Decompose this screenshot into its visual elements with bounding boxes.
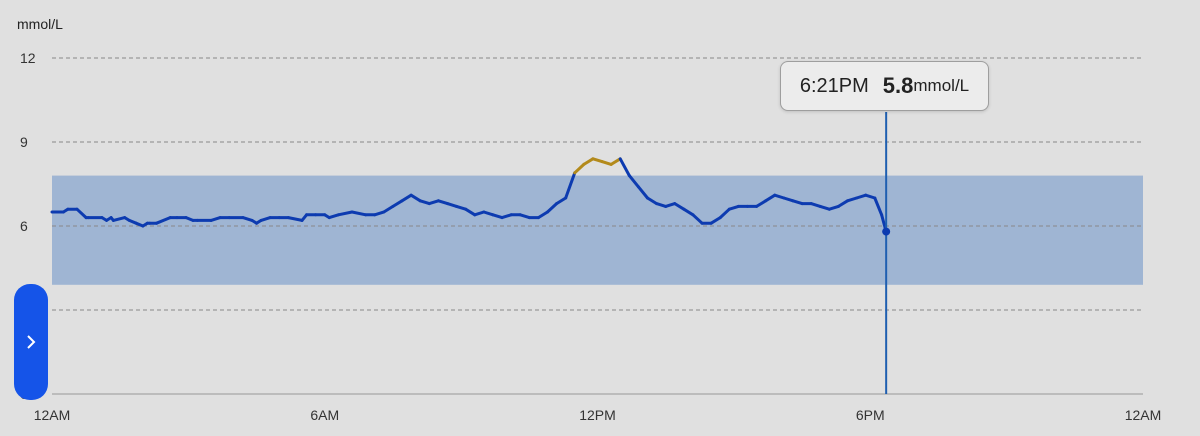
glucose-line-segment	[409, 193, 422, 203]
y-tick-label-9: 9	[20, 134, 28, 150]
glucose-line-segment	[400, 193, 413, 203]
glucose-line-segment	[655, 202, 668, 208]
glucose-line-segment	[536, 210, 549, 220]
glucose-line-segment	[836, 199, 850, 208]
glucose-line-segment	[782, 196, 795, 203]
glucose-line-segment	[682, 207, 695, 217]
glucose-line-segment	[155, 216, 172, 225]
glucose-line-segment	[445, 202, 459, 208]
glucose-line-segment	[111, 216, 127, 222]
tooltip-time: 6:21PM	[799, 74, 869, 97]
glucose-line-segment	[627, 174, 640, 189]
glucose-line-segment	[855, 193, 868, 200]
glucose-line-segment	[350, 210, 368, 217]
glucose-line-segment	[718, 207, 731, 220]
glucose-line-segment	[491, 213, 504, 220]
glucose-line-segment	[864, 193, 877, 200]
glucose-line-segment	[646, 196, 659, 206]
glucose-line-segment	[436, 199, 449, 206]
glucose-line-segment	[455, 204, 468, 211]
x-tick-label-4: 12AM	[1125, 407, 1162, 423]
glucose-line-segment	[591, 157, 604, 164]
glucose-line-segment	[618, 157, 631, 178]
x-tick-label-1: 6AM	[310, 407, 339, 423]
x-tick-label-3: 6PM	[856, 407, 885, 423]
x-tick-label-0: 12AM	[34, 407, 71, 423]
y-tick-label-6: 6	[20, 218, 28, 234]
tooltip-value: 5.8	[882, 73, 914, 98]
glucose-line-segment	[564, 171, 577, 200]
glucose-line-segment	[664, 202, 677, 208]
target-range-band	[52, 175, 1143, 285]
cursor-point	[882, 227, 891, 236]
glucose-line-segment	[336, 210, 354, 217]
glucose-line-segment	[464, 207, 477, 217]
glucose-line-segment	[391, 199, 404, 208]
glucose-line-segment	[75, 207, 88, 220]
glucose-line-segment	[727, 204, 740, 211]
glucose-line-segment	[573, 162, 586, 175]
glucose-line-segment	[482, 210, 495, 217]
glucose-line-segment	[555, 196, 568, 206]
glucose-line-segment	[473, 210, 486, 217]
glucose-line-segment	[827, 204, 840, 211]
y-axis-unit-label: mmol/L	[17, 16, 63, 32]
glucose-line-segment	[755, 199, 768, 208]
glucose-line-segment	[600, 160, 613, 166]
glucose-line-segment	[818, 204, 831, 211]
glucose-line-segment	[518, 213, 531, 220]
glucose-line-segment	[373, 210, 386, 217]
chevron-right-icon	[25, 334, 37, 350]
expand-panel-button[interactable]	[14, 284, 48, 400]
glucose-line-segment	[209, 216, 222, 222]
glucose-line-segment	[773, 193, 786, 200]
y-tick-label-12: 12	[20, 50, 36, 66]
glucose-line-segment	[709, 216, 722, 225]
tooltip-unit: mmol/L	[913, 76, 970, 95]
glucose-line-segment	[259, 216, 272, 222]
glucose-line-segment	[764, 193, 777, 203]
glucose-line-segment	[673, 202, 686, 211]
glucose-line-segment	[427, 199, 440, 206]
reading-tooltip: 6:21PM 5.8 mmol/L	[780, 61, 989, 111]
glucose-line-segment	[846, 196, 859, 203]
glucose-line-segment	[327, 213, 340, 220]
glucose-line-segment	[545, 202, 559, 214]
glucose-line-segment	[809, 202, 822, 208]
glucose-line-segment	[418, 199, 431, 206]
glucose-line-segment	[241, 216, 254, 222]
glucose-line-segment	[691, 213, 704, 225]
glucose-line-segment	[500, 213, 513, 220]
glucose-line-segment	[582, 157, 595, 166]
x-tick-label-2: 12PM	[579, 407, 616, 423]
glucose-line-segment	[286, 216, 304, 222]
glucose-line-segment	[636, 185, 650, 200]
glucose-line-segment	[382, 204, 395, 214]
glucose-line-segment	[609, 157, 622, 166]
glucose-line-segment	[791, 199, 804, 206]
glucose-line-segment	[873, 196, 884, 217]
